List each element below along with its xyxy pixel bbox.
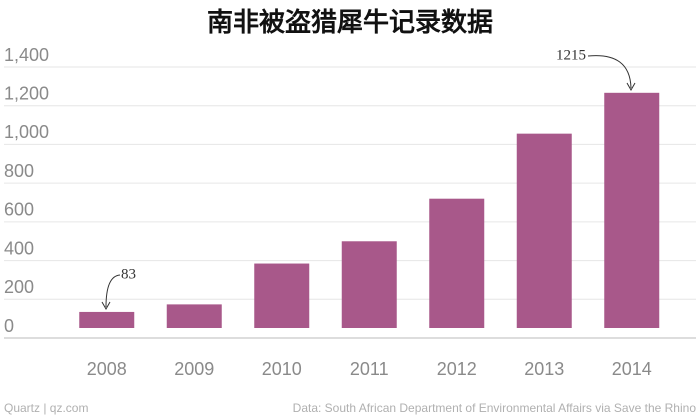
- bar: [79, 311, 135, 328]
- x-tick-label: 2009: [174, 359, 214, 379]
- x-tick-label: 2010: [262, 359, 302, 379]
- y-tick-label: 600: [4, 200, 34, 220]
- x-tick-label: 2008: [87, 359, 127, 379]
- chart-title: 南非被盗猎犀牛记录数据: [207, 7, 493, 37]
- annotation: 83: [121, 266, 136, 282]
- y-tick-label: 400: [4, 238, 34, 258]
- x-tick-label: 2014: [612, 359, 652, 379]
- annotation-arrow: [105, 274, 121, 308]
- y-tick-label: 1,000: [4, 122, 49, 142]
- bar: [604, 92, 660, 328]
- y-tick-label: 800: [4, 161, 34, 181]
- bar: [516, 133, 572, 328]
- bar: [341, 241, 397, 328]
- y-tick-label: 200: [4, 277, 34, 297]
- bar: [254, 263, 310, 328]
- y-tick-label: 1,200: [4, 83, 49, 103]
- footer: Quartz | qz.com: [4, 401, 88, 415]
- bar: [429, 198, 485, 328]
- x-tick-label: 2013: [524, 359, 564, 379]
- source: Data: South African Department of Enviro…: [293, 401, 697, 415]
- arrowhead: [101, 301, 111, 311]
- annotation: 1215: [556, 47, 586, 63]
- y-tick-label: 0: [4, 316, 14, 336]
- x-tick-label: 2012: [437, 359, 477, 379]
- x-tick-label: 2011: [350, 359, 389, 379]
- annotation-arrow: [587, 55, 632, 89]
- y-tick-label: 1,400: [4, 45, 49, 65]
- bar: [166, 304, 222, 328]
- arrowhead: [626, 82, 636, 92]
